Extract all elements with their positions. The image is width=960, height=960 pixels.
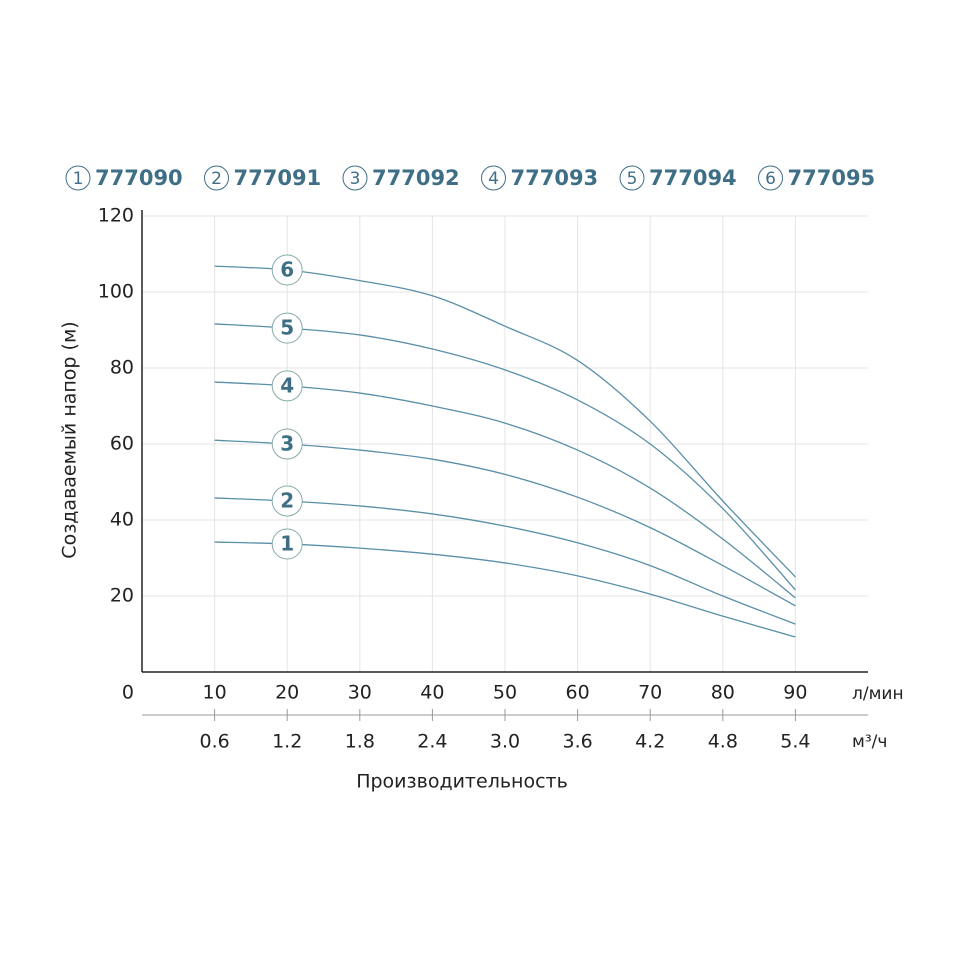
x2-tick-label: 4.2: [635, 731, 665, 753]
curve-label: 1: [280, 531, 294, 555]
curve: [214, 497, 796, 625]
legend-name: 777090: [95, 166, 183, 190]
x2-tick-label: 3.0: [490, 731, 520, 753]
legend-number: 6: [765, 169, 776, 189]
x-tick-label: 80: [711, 682, 735, 704]
x-tick-label: 30: [348, 682, 372, 704]
x2-tick-label: 5.4: [780, 731, 810, 753]
y-tick-label: 100: [98, 281, 134, 303]
curve: [214, 381, 796, 599]
legend-name: 777092: [372, 166, 460, 190]
legend-circle: [619, 165, 645, 191]
curve: [214, 323, 796, 591]
curve-label: 6: [280, 257, 294, 281]
x2-tick-label: 1.8: [345, 731, 375, 753]
x-axis-label: Производительность: [356, 771, 568, 793]
x2-tick-label: 3.6: [562, 731, 592, 753]
x-tick-label: 50: [493, 682, 517, 704]
legend-name: 777093: [511, 166, 599, 190]
curve: [214, 439, 796, 607]
y-axis-label: Создаваемый напор (м): [59, 321, 81, 558]
y-tick-label: 120: [98, 205, 134, 227]
legend-number: 2: [211, 169, 222, 189]
curve-label: 4: [280, 373, 294, 397]
curve-label: 3: [280, 432, 294, 456]
legend-name: 777095: [788, 166, 876, 190]
legend-number: 4: [488, 169, 499, 189]
legend-circle: [204, 165, 229, 191]
curve: [214, 265, 796, 578]
legend-circle: [65, 165, 91, 191]
legend-name: 777091: [234, 166, 322, 190]
curve-label-circle: [271, 254, 303, 286]
legend-name: 777094: [649, 166, 737, 190]
x2-tick-label: 2.4: [417, 731, 447, 753]
x-tick-label: 0: [122, 682, 134, 704]
curve-label: 5: [280, 316, 294, 340]
x2-tick-label: 0.6: [199, 731, 229, 753]
x2-unit: м³/ч: [852, 732, 887, 752]
y-tick-label: 40: [110, 509, 134, 531]
legend-number: 5: [627, 169, 638, 189]
legend-circle: [342, 165, 368, 191]
curve-label-circle: [271, 428, 303, 460]
x-tick-label: 60: [566, 682, 590, 704]
x-tick-label: 70: [638, 682, 662, 704]
legend-number: 3: [350, 169, 361, 189]
legend-circle: [481, 165, 506, 191]
y-tick-label: 80: [110, 357, 134, 379]
x-tick-label: 90: [783, 682, 807, 704]
curve-label-circle: [271, 528, 303, 560]
curve-label-circle: [271, 370, 303, 402]
x-tick-label: 40: [420, 682, 444, 704]
x-tick-label: 10: [203, 682, 227, 704]
legend-circle: [758, 165, 783, 191]
x2-tick-label: 4.8: [708, 731, 738, 753]
x2-tick-label: 1.2: [272, 731, 302, 753]
x-tick-label: 20: [275, 682, 299, 704]
x-unit: л/мин: [852, 684, 904, 704]
curve-label-circle: [271, 485, 303, 517]
curve: [214, 541, 796, 638]
legend-number: 1: [73, 169, 84, 189]
curve-label: 2: [280, 489, 294, 513]
curve-label-circle: [271, 312, 303, 344]
y-tick-label: 20: [110, 585, 134, 607]
y-tick-label: 60: [110, 433, 134, 455]
